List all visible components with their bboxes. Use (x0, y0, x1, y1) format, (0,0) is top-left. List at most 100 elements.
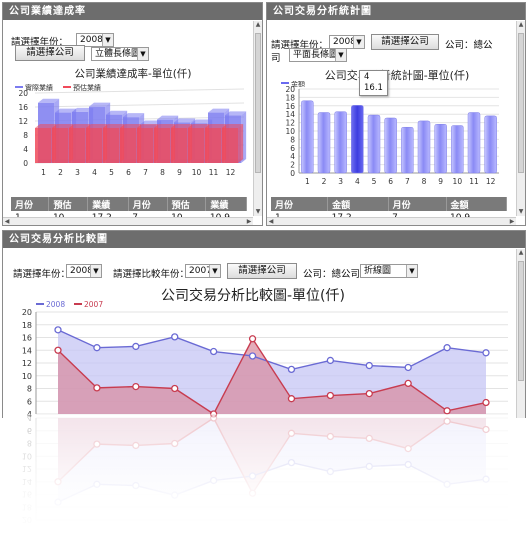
data-point (482, 398, 490, 407)
table-header: 月份 (11, 197, 50, 211)
legend-label: 實際業績 (25, 83, 53, 92)
chart-type-select[interactable]: 立體長條圖 ▼ (91, 47, 149, 61)
series-line (57, 337, 487, 416)
y-tick-label: 20 (18, 89, 28, 98)
legend-label: 預估業績 (73, 83, 101, 92)
scroll-thumb[interactable] (518, 33, 524, 173)
table-header: 月份 (388, 197, 447, 211)
bar-top (38, 98, 60, 103)
scroll-left-arrow-icon[interactable]: ◀ (268, 218, 274, 225)
year-select[interactable]: 2008 ▼ (329, 35, 365, 49)
bar-top (123, 113, 145, 118)
chevron-down-icon: ▼ (137, 48, 148, 60)
y-tick-label: 2 (290, 161, 295, 170)
scroll-thumb[interactable] (255, 33, 261, 173)
table-header-row: 月份 金額 月份 金額 (271, 197, 507, 211)
data-point (443, 344, 451, 352)
compare-year-select[interactable]: 2007 ▼ (185, 264, 221, 278)
scroll-left-arrow-icon[interactable]: ◀ (4, 218, 10, 225)
chart-type-select[interactable]: 平面長條圖 ▼ (289, 48, 347, 62)
vertical-scrollbar[interactable]: ▲ ▼ (516, 21, 525, 216)
scroll-down-arrow-icon[interactable]: ▼ (518, 208, 524, 215)
scroll-right-arrow-icon[interactable]: ▶ (246, 218, 252, 225)
bar-top (174, 118, 196, 123)
chevron-down-icon: ▼ (406, 265, 417, 277)
data-point (404, 363, 412, 372)
y-tick-label: 16 (18, 103, 28, 112)
chart-title: 公司交易分析比較圖-單位(仟) (161, 288, 345, 304)
x-tick-label: 6 (126, 168, 131, 177)
y-tick-label: 6 (290, 144, 295, 153)
y-tick-label: 20 (285, 85, 295, 94)
x-tick-label: 4 (92, 168, 97, 177)
data-point (54, 326, 62, 334)
x-tick-label: 3 (338, 177, 343, 186)
bar-face (120, 128, 137, 163)
horizontal-scrollbar[interactable]: ◀ ▶ (267, 217, 516, 225)
chart-type-select[interactable]: 折線圖 ▼ (360, 264, 418, 278)
table-header: 預估 (48, 197, 89, 211)
table-header: 月份 (128, 197, 168, 211)
panel-performance: 公司業績達成率 請選擇年份： 2008 ▼ 請選擇公司 立體長條圖 ▼ 公司業績達成… (2, 2, 263, 226)
scroll-thumb[interactable] (518, 261, 524, 381)
bar-top (52, 124, 74, 128)
year-label: 請選擇年份： (11, 37, 69, 48)
select-company-button[interactable]: 請選擇公司 (227, 263, 297, 279)
chevron-down-icon: ▼ (335, 49, 346, 61)
select-company-button[interactable]: 請選擇公司 (371, 34, 439, 50)
gridline (34, 102, 245, 108)
chevron-down-icon: ▼ (209, 265, 220, 277)
data-point (248, 335, 257, 343)
comparison-area-chart: 20082007468101214161820468101214161820 (4, 300, 514, 547)
bar-face (188, 128, 205, 163)
bar-top (86, 124, 108, 128)
data-point (132, 342, 140, 351)
scroll-up-arrow-icon[interactable]: ▲ (255, 21, 261, 28)
bar-top (205, 124, 227, 128)
chevron-down-icon: ▼ (102, 34, 113, 46)
x-tick-label: 8 (422, 177, 427, 186)
vertical-scrollbar[interactable]: ▲ ▼ (253, 21, 262, 216)
bar-top (137, 124, 159, 128)
year-select[interactable]: 2008 ▼ (66, 264, 102, 278)
vertical-scrollbar[interactable]: ▲ (516, 249, 525, 418)
y-tick-label: 8 (27, 385, 32, 394)
y-tick-label: 4 (290, 152, 295, 161)
panel-title: 公司交易分析比較圖 (3, 231, 525, 248)
x-tick-label: 12 (486, 177, 496, 186)
bar (451, 125, 464, 174)
scroll-right-arrow-icon[interactable]: ▶ (509, 218, 515, 225)
x-tick-label: 2 (322, 177, 327, 186)
bar-top (35, 124, 57, 128)
bar (484, 115, 497, 174)
table-header: 業績 (205, 197, 247, 211)
series-area (58, 338, 486, 414)
y-tick-label: 0 (23, 159, 28, 168)
table-header-row: 月份 預估 業績 月份 預估 業績 (11, 197, 247, 211)
table-header: 金額 (446, 197, 507, 211)
scroll-down-arrow-icon[interactable]: ▼ (255, 208, 261, 215)
panel-transaction-stats: 公司交易分析統計圖 請選擇年份： 2008 ▼ 請選擇公司 公司：總公 司 平面長… (266, 2, 526, 226)
table-header: 預估 (167, 197, 207, 211)
scroll-up-arrow-icon[interactable]: ▲ (518, 249, 524, 256)
bar-tooltip: 4 16.1 (359, 70, 388, 96)
company-label-continued: 司 (271, 53, 281, 64)
bar (351, 105, 364, 174)
y-tick-label: 14 (285, 110, 295, 119)
chevron-down-icon: ▼ (90, 265, 101, 277)
bar-face (35, 128, 52, 163)
data-point (93, 344, 101, 352)
scroll-up-arrow-icon[interactable]: ▲ (518, 21, 524, 28)
bar-top (208, 108, 230, 113)
y-tick-label: 16 (22, 334, 32, 343)
select-company-button[interactable]: 請選擇公司 (15, 45, 85, 61)
data-point (171, 333, 179, 341)
x-tick-label: 9 (177, 168, 182, 177)
year-select[interactable]: 2008 ▼ (76, 33, 114, 47)
x-tick-label: 1 (305, 177, 310, 186)
y-tick-label: 16 (285, 102, 295, 111)
data-table: 月份 預估 業績 月份 預估 業績 1 10 17.2 7 10 10.9 (11, 197, 247, 225)
bar-face (103, 128, 120, 163)
horizontal-scrollbar[interactable]: ◀ ▶ (3, 217, 253, 225)
